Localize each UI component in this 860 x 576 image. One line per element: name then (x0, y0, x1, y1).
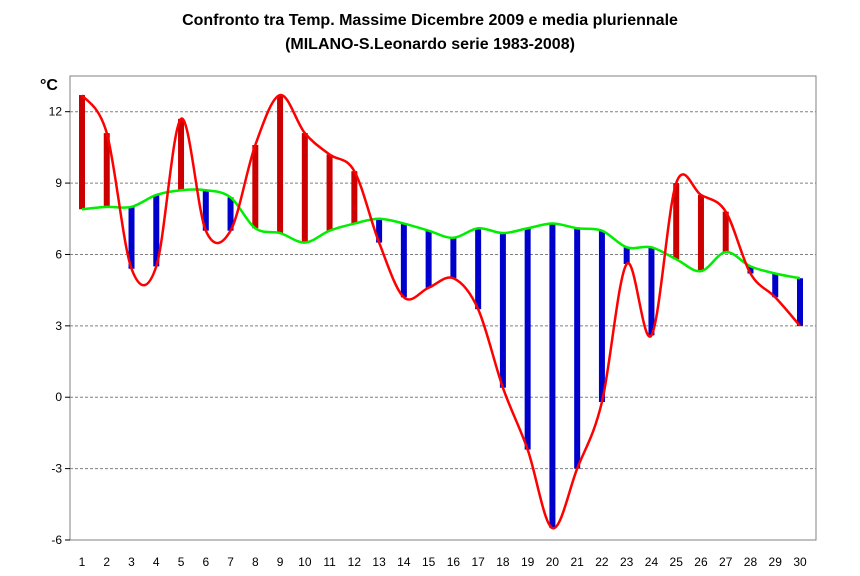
y-tick-label: 12 (49, 105, 63, 119)
x-tick-label: 7 (227, 555, 234, 569)
bar-below-mean (648, 247, 655, 336)
x-axis-ticks: 1 2 3 4 5 6 7 8 9 10 11 12 13 14 15 16 17 18 19 20 21 22 23 24 2… (79, 555, 807, 569)
bar-above-mean (103, 133, 110, 207)
x-tick-label: 2 (103, 555, 110, 569)
x-tick-label: 30 (793, 555, 807, 569)
bar-above-mean (697, 194, 704, 272)
bar-below-mean (623, 247, 630, 264)
x-tick-label: 4 (153, 555, 160, 569)
chart-subtitle: (MILANO-S.Leonardo serie 1983-2008) (285, 36, 575, 53)
x-tick-label: 14 (397, 555, 411, 569)
x-tick-label: 10 (298, 555, 312, 569)
bar-above-mean (178, 118, 185, 191)
bar-below-mean (450, 237, 457, 279)
x-tick-label: 25 (670, 555, 684, 569)
bar-below-mean (747, 266, 754, 274)
x-tick-label: 29 (769, 555, 783, 569)
x-tick-label: 1 (79, 555, 86, 569)
x-tick-label: 21 (570, 555, 584, 569)
x-tick-label: 15 (422, 555, 436, 569)
bar-above-mean (301, 133, 308, 243)
bar-above-mean (252, 145, 259, 229)
x-tick-label: 3 (128, 555, 135, 569)
y-tick-label: -6 (51, 533, 62, 547)
bar-above-mean (326, 154, 333, 231)
plot-area (69, 75, 817, 541)
bar-below-mean (376, 218, 383, 243)
x-tick-label: 17 (471, 555, 485, 569)
x-tick-label: 23 (620, 555, 634, 569)
x-tick-label: 11 (323, 555, 336, 569)
y-tick-label: 9 (55, 176, 62, 190)
y-tick-label: 3 (55, 319, 62, 333)
chart-title: Confronto tra Temp. Massime Dicembre 200… (182, 12, 678, 29)
bar-below-mean (475, 228, 482, 310)
bar-below-mean (549, 223, 556, 529)
x-tick-label: 13 (372, 555, 386, 569)
bar-below-mean (400, 223, 407, 298)
series-lines (80, 93, 801, 530)
daily-max-temperature-line (80, 93, 801, 530)
bar-above-mean (277, 95, 284, 234)
x-tick-label: 6 (202, 555, 209, 569)
y-tick-label: 0 (55, 390, 62, 404)
deviation-bars (79, 95, 803, 529)
mean-temperature-line (81, 188, 801, 280)
y-tick-label: 6 (55, 247, 62, 261)
y-tick-label: -3 (51, 462, 62, 476)
bar-below-mean (425, 230, 432, 288)
bar-below-mean (499, 233, 506, 388)
bar-below-mean (227, 197, 234, 231)
bar-above-mean (79, 95, 85, 210)
x-tick-label: 28 (744, 555, 758, 569)
x-tick-label: 12 (348, 555, 362, 569)
x-tick-label: 22 (595, 555, 609, 569)
bar-below-mean (202, 190, 209, 231)
bar-below-mean (524, 228, 531, 450)
x-tick-label: 27 (719, 555, 733, 569)
bar-below-mean (128, 206, 135, 269)
x-tick-label: 18 (496, 555, 510, 569)
bar-below-mean (598, 230, 605, 402)
x-tick-label: 8 (252, 555, 259, 569)
bar-below-mean (153, 194, 160, 267)
y-axis-ticks: -6 -3 0 3 6 9 12 (49, 105, 70, 547)
x-tick-label: 16 (447, 555, 461, 569)
bar-above-mean (673, 183, 680, 260)
bar-below-mean (574, 228, 581, 469)
x-tick-label: 19 (521, 555, 535, 569)
x-tick-label: 24 (645, 555, 659, 569)
bar-below-mean (797, 278, 803, 326)
bar-above-mean (722, 211, 729, 253)
x-tick-label: 9 (277, 555, 284, 569)
bar-above-mean (351, 171, 358, 224)
x-tick-label: 26 (694, 555, 708, 569)
bar-below-mean (772, 273, 779, 298)
x-tick-label: 20 (546, 555, 560, 569)
y-axis-unit: °C (40, 77, 58, 94)
x-tick-label: 5 (178, 555, 185, 569)
